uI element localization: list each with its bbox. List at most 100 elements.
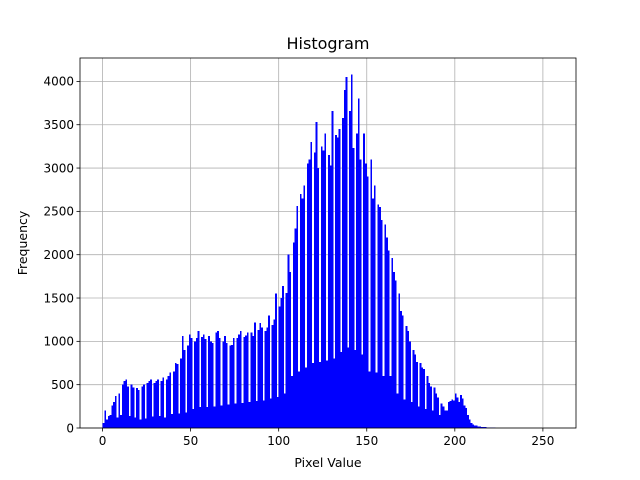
histogram-bar — [283, 393, 286, 428]
histogram-bar — [252, 336, 255, 428]
histogram-bar — [370, 159, 373, 428]
histogram-bar — [137, 389, 140, 428]
histogram-bar — [194, 341, 196, 428]
histogram-bar — [171, 414, 173, 428]
histogram-bar — [195, 337, 198, 428]
histogram-bar — [391, 258, 394, 428]
histogram-bar — [299, 194, 302, 428]
histogram-bar — [106, 419, 108, 428]
histogram-bar — [398, 293, 401, 428]
histogram-bar — [153, 382, 156, 428]
histogram-bar — [107, 415, 110, 428]
histogram-bar — [241, 402, 244, 428]
histogram-bar — [238, 334, 240, 428]
histogram-bar — [287, 254, 290, 428]
histogram-bar — [118, 393, 121, 428]
histogram-bar — [349, 110, 351, 429]
y-tick-label: 500 — [51, 378, 74, 392]
histogram-bar — [188, 334, 191, 428]
histogram-bar — [134, 417, 137, 428]
histogram-bar — [276, 396, 279, 428]
histogram-bars — [102, 74, 510, 429]
histogram-bar — [245, 335, 247, 428]
histogram-bar — [317, 168, 320, 429]
histogram-bar — [269, 398, 272, 428]
histogram-bar — [111, 405, 114, 428]
histogram-bar — [465, 408, 468, 428]
histogram-bar — [280, 298, 283, 428]
histogram-bar — [461, 398, 464, 428]
histogram-bar — [266, 327, 269, 428]
histogram-bar — [298, 371, 300, 428]
histogram-bar — [350, 74, 353, 429]
histogram-bar — [379, 207, 381, 428]
histogram-bar — [377, 204, 380, 428]
histogram-bar — [114, 395, 117, 428]
histogram-bar — [401, 315, 404, 428]
histogram-bar — [364, 163, 367, 428]
histogram-bar — [456, 397, 459, 428]
histogram-bar — [301, 198, 304, 428]
histogram-bar — [345, 77, 348, 428]
histogram-bar — [335, 135, 337, 428]
histogram-bar — [405, 325, 408, 428]
histogram-bar — [144, 418, 147, 428]
histogram-bar — [178, 413, 181, 428]
histogram-bar — [437, 397, 439, 428]
histogram-bar — [481, 427, 483, 428]
histogram-bar — [236, 337, 239, 428]
histogram-bar — [393, 272, 395, 428]
histogram-bar — [352, 148, 355, 428]
histogram-bar — [424, 408, 427, 428]
histogram-bar — [423, 369, 425, 428]
y-axis-label: Frequency — [15, 210, 30, 275]
histogram-bar — [151, 416, 154, 428]
histogram-bar — [250, 332, 253, 428]
histogram-bar — [306, 163, 309, 428]
histogram-bar — [380, 220, 383, 428]
histogram-bar — [222, 341, 225, 428]
histogram-bar — [394, 280, 397, 428]
histogram-bar — [202, 334, 205, 428]
histogram-bar — [275, 293, 277, 428]
histogram-bar — [458, 402, 461, 428]
histogram-bar — [431, 410, 434, 428]
histogram-bar — [211, 343, 214, 428]
histogram-bar — [475, 425, 478, 428]
y-tick-label: 0 — [66, 421, 74, 435]
histogram-bar — [180, 358, 182, 428]
histogram-bar — [162, 377, 165, 428]
histogram-bar — [282, 285, 284, 428]
y-tick-label: 4000 — [43, 75, 74, 89]
histogram-bar — [426, 376, 429, 428]
histogram-bar — [417, 406, 420, 428]
histogram-bar — [209, 341, 212, 428]
histogram-bar — [308, 159, 311, 428]
y-tick-label: 2000 — [43, 248, 74, 262]
histogram-bar — [215, 332, 218, 428]
histogram-bar — [127, 386, 129, 428]
histogram-bar — [167, 376, 170, 428]
histogram-bar — [271, 324, 274, 428]
histogram-bar — [343, 90, 346, 428]
histogram-bar — [296, 206, 299, 428]
histogram-bar — [183, 350, 186, 428]
histogram-bar — [192, 408, 195, 428]
histogram-bar — [324, 133, 327, 428]
histogram-bar — [185, 412, 188, 428]
histogram-bar — [231, 344, 233, 428]
histogram-bar — [322, 150, 325, 428]
histogram-bar — [264, 330, 267, 428]
histogram-bar — [347, 347, 350, 428]
histogram-bar — [208, 336, 210, 428]
x-tick-label: 100 — [267, 434, 290, 448]
histogram-bar — [326, 360, 328, 428]
histogram-bar — [157, 379, 159, 428]
histogram-bar — [430, 386, 432, 428]
histogram-bar — [440, 403, 443, 428]
histogram-bar — [468, 419, 471, 428]
histogram-bar — [336, 137, 339, 428]
histogram-bar — [213, 406, 216, 428]
histogram-bar — [331, 110, 334, 429]
histogram-bar — [116, 417, 119, 428]
